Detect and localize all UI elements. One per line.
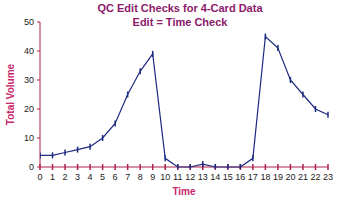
line-series: [40, 37, 328, 168]
x-tick: [102, 164, 104, 170]
point-marker: [252, 155, 254, 161]
point-marker: [190, 164, 192, 169]
x-tick-label: 9: [150, 172, 155, 182]
point-marker: [64, 150, 66, 156]
x-tick: [152, 164, 154, 170]
point-marker: [315, 106, 317, 112]
x-tick-label: 12: [185, 172, 195, 182]
x-tick-label: 16: [235, 172, 245, 182]
x-tick: [77, 164, 79, 170]
x-tick: [240, 164, 242, 170]
x-tick-label: 18: [260, 172, 270, 182]
x-tick: [177, 164, 179, 170]
point-marker: [40, 152, 41, 158]
point-marker: [240, 164, 242, 169]
x-tick-label: 11: [173, 172, 182, 182]
x-tick-label: 2: [63, 172, 68, 182]
point-marker: [152, 51, 154, 57]
point-marker: [102, 135, 104, 141]
plot-area: [40, 34, 328, 170]
x-tick: [114, 164, 116, 170]
x-tick: [64, 164, 66, 170]
x-tick: [89, 164, 91, 170]
x-tick: [277, 164, 279, 170]
x-tick: [215, 164, 217, 170]
y-axis-label: Total Volume: [5, 63, 16, 125]
x-tick: [302, 164, 304, 170]
y-axis: [40, 22, 41, 167]
point-marker: [327, 112, 329, 118]
y-tick-label: 30: [24, 75, 34, 85]
x-tick: [127, 164, 129, 170]
y-tick: [37, 51, 40, 52]
x-tick-label: 17: [248, 172, 258, 182]
x-tick-label: 15: [223, 172, 233, 182]
x-tick-label: 10: [160, 172, 170, 182]
x-tick: [190, 164, 192, 170]
x-tick-label: 13: [198, 172, 208, 182]
point-marker: [89, 144, 91, 150]
point-marker: [227, 164, 229, 169]
x-tick-label: 21: [298, 172, 308, 182]
y-tick-label: 50: [24, 17, 34, 27]
point-marker: [77, 147, 79, 153]
point-marker: [290, 77, 292, 83]
y-tick: [37, 22, 40, 23]
x-tick-label: 3: [75, 172, 80, 182]
title: QC Edit Checks for 4-Card Data: [97, 2, 263, 14]
y-tick-label: 10: [24, 133, 34, 143]
point-marker: [215, 164, 217, 169]
x-tick-label: 0: [37, 172, 42, 182]
point-marker: [302, 92, 304, 98]
y-tick-label: 20: [24, 104, 34, 114]
point-marker: [114, 121, 116, 127]
x-tick-label: 22: [310, 172, 320, 182]
x-tick-label: 1: [50, 172, 55, 182]
x-tick: [315, 164, 317, 170]
point-marker: [177, 164, 179, 169]
point-marker: [52, 152, 54, 158]
subtitle: Edit = Time Check: [133, 16, 229, 28]
x-tick: [327, 164, 329, 170]
x-tick-label: 14: [210, 172, 220, 182]
x-tick: [252, 164, 254, 170]
point-marker: [127, 92, 129, 98]
x-tick: [39, 164, 41, 170]
x-tick-label: 20: [285, 172, 295, 182]
x-tick: [290, 164, 292, 170]
x-tick: [139, 164, 141, 170]
x-tick: [52, 164, 54, 170]
x-tick: [164, 164, 166, 170]
x-tick-label: 6: [113, 172, 118, 182]
y-tick-label: 40: [24, 46, 34, 56]
y-tick: [37, 80, 40, 81]
y-tick: [37, 138, 40, 139]
x-tick: [227, 164, 229, 170]
point-marker: [164, 155, 166, 161]
x-tick-label: 8: [138, 172, 143, 182]
x-tick-label: 23: [323, 172, 333, 182]
y-tick-label: 0: [29, 162, 34, 172]
chart: QC Edit Checks for 4-Card Data Edit = Tim…: [0, 0, 350, 213]
point-marker: [265, 34, 267, 40]
point-marker: [139, 68, 141, 74]
point-marker: [202, 161, 204, 167]
x-tick: [265, 164, 267, 170]
x-tick-label: 19: [273, 172, 283, 182]
x-tick-label: 4: [88, 172, 93, 182]
x-tick-label: 5: [100, 172, 105, 182]
chart-container: QC Edit Checks for 4-Card Data Edit = Tim…: [0, 0, 350, 213]
y-tick: [37, 109, 40, 110]
x-tick-label: 7: [125, 172, 130, 182]
point-marker: [277, 45, 279, 51]
x-axis-label: Time: [172, 186, 196, 197]
